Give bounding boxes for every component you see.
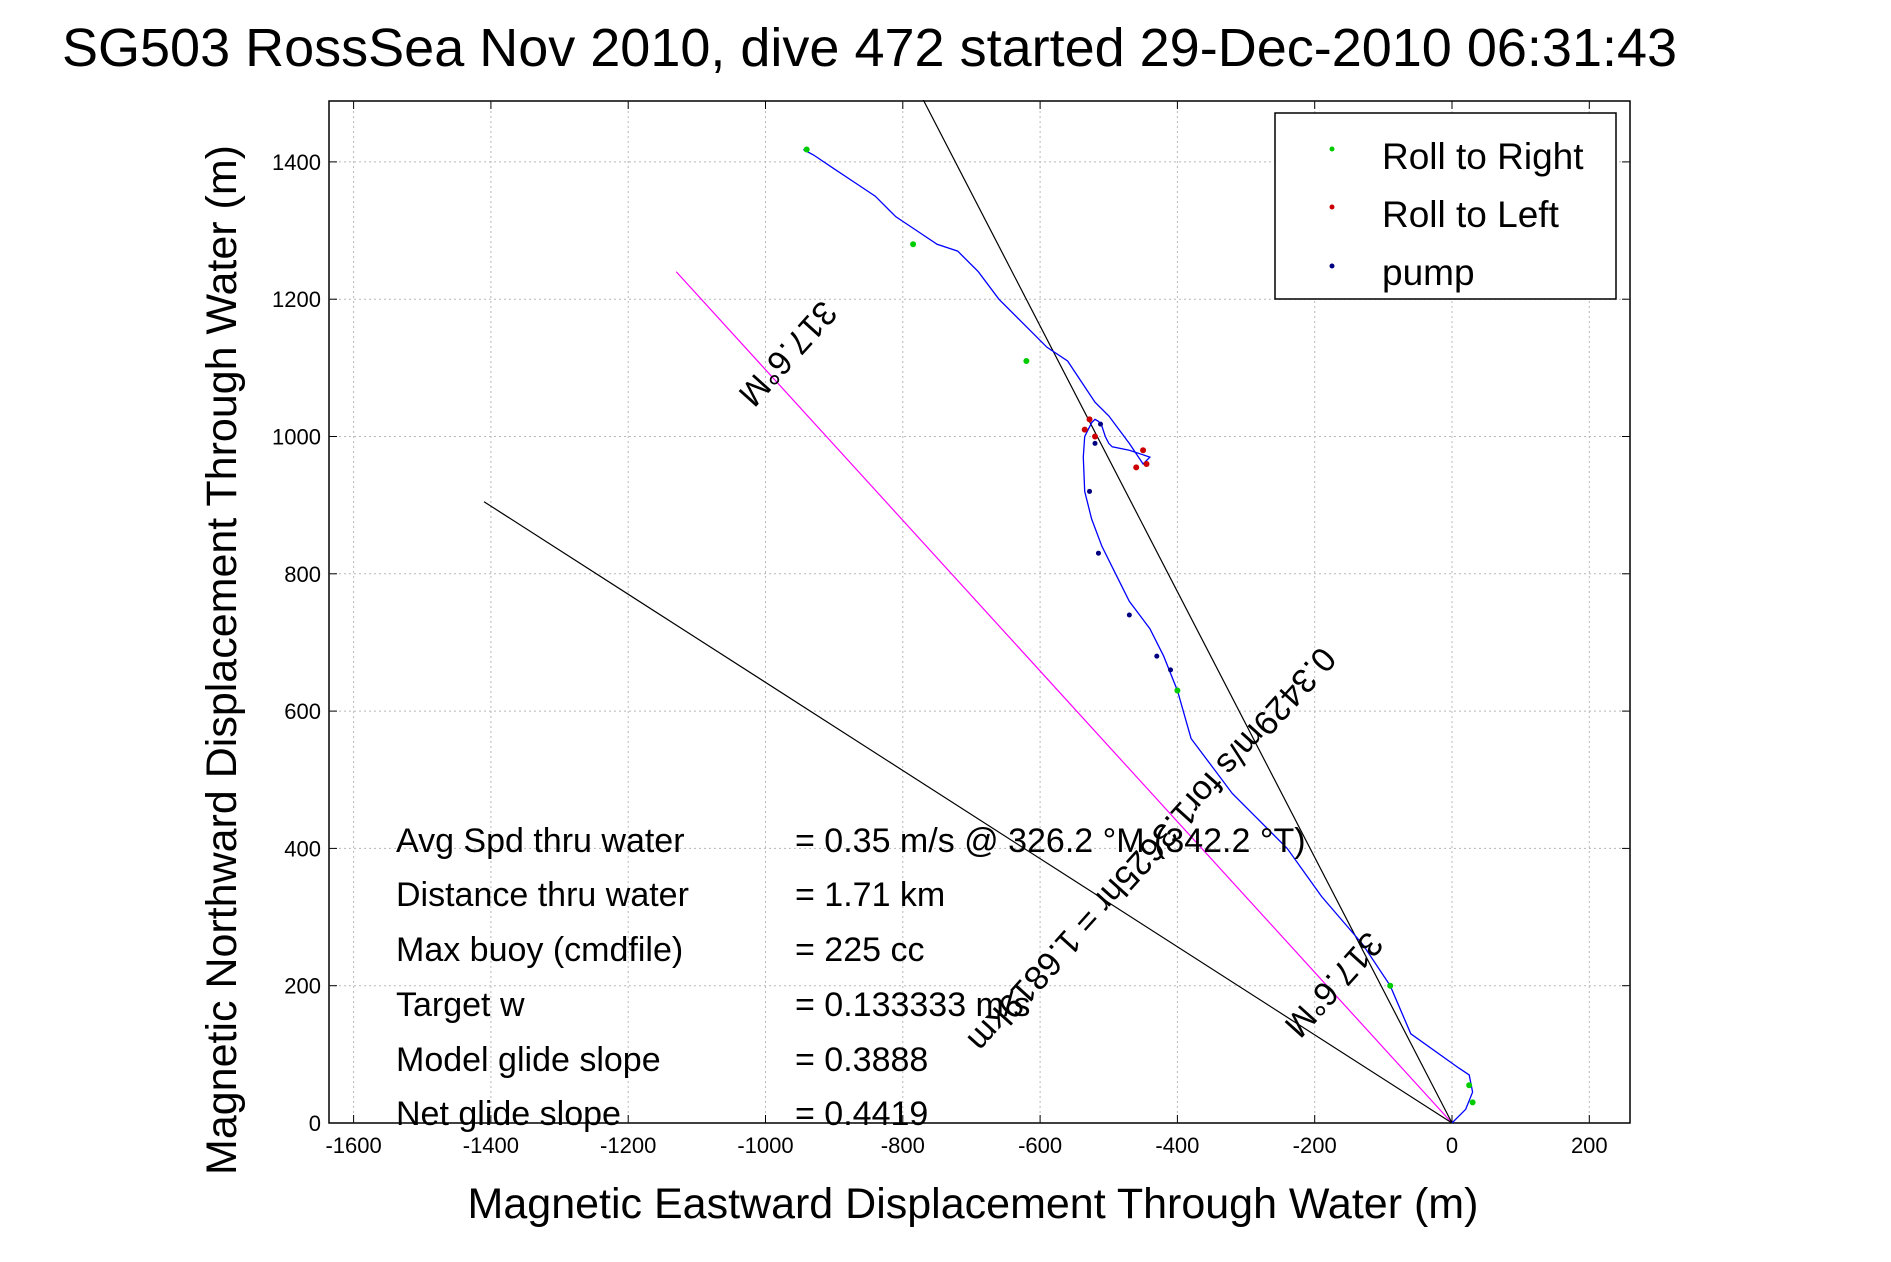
- y-axis-label: Magnetic Northward Displacement Through …: [198, 145, 246, 1175]
- stat-value: = 225 cc: [795, 931, 924, 969]
- stat-value: = 1.71 km: [795, 876, 945, 914]
- y-tick-label: 0: [309, 1111, 321, 1136]
- x-tick-label: -1400: [463, 1133, 519, 1158]
- roll-left-point: [1133, 464, 1140, 471]
- pump-point: [1154, 653, 1160, 659]
- legend-label-roll-left: Roll to Left: [1382, 194, 1560, 235]
- black-line-2: [922, 99, 1453, 1124]
- roll-right-point: [1387, 982, 1394, 989]
- roll-left-point: [1086, 416, 1093, 423]
- heading-line: [675, 271, 1453, 1124]
- stat-value: = 0.4419: [795, 1095, 928, 1133]
- stat-value: = 0.35 m/s @ 326.2 °M (342.2 °T): [795, 822, 1306, 860]
- legend-marker-pump: [1329, 263, 1335, 269]
- y-tick-label: 400: [284, 836, 321, 861]
- x-tick-label: -1200: [600, 1133, 656, 1158]
- pump-point: [1092, 440, 1098, 446]
- y-tick-label: 1200: [272, 287, 321, 312]
- roll-right-point: [1469, 1099, 1476, 1106]
- x-tick-label: -400: [1155, 1133, 1199, 1158]
- roll-right-point: [1174, 687, 1181, 694]
- x-tick-label: -600: [1018, 1133, 1062, 1158]
- stat-value: = 0.3888: [795, 1041, 928, 1079]
- x-tick-label: -800: [881, 1133, 925, 1158]
- legend-marker-roll-right: [1329, 146, 1335, 152]
- stat-label: Net glide slope: [396, 1095, 621, 1133]
- pump-point: [1168, 667, 1174, 673]
- y-tick-label: 1000: [272, 425, 321, 450]
- stat-label: Max buoy (cmdfile): [396, 931, 683, 969]
- x-tick-label: -1000: [737, 1133, 793, 1158]
- x-tick-label: 200: [1571, 1133, 1608, 1158]
- x-tick-label: -200: [1293, 1133, 1337, 1158]
- pump-point: [1098, 421, 1104, 427]
- roll-right-point: [1466, 1082, 1473, 1089]
- roll-left-point: [1092, 433, 1099, 440]
- stat-value: = 0.133333 m/s: [795, 986, 1030, 1024]
- roll-right-point: [1023, 357, 1030, 364]
- chart-title: SG503 RossSea Nov 2010, dive 472 started…: [62, 18, 1677, 78]
- legend-marker-roll-left: [1329, 204, 1335, 210]
- legend-label-pump: pump: [1382, 252, 1475, 293]
- roll-left-point: [1081, 426, 1088, 433]
- x-axis-label: Magnetic Eastward Displacement Through W…: [468, 1180, 1479, 1228]
- roll-right-point: [910, 241, 917, 248]
- pump-point: [1087, 488, 1093, 494]
- stat-label: Model glide slope: [396, 1041, 661, 1079]
- pump-point: [1126, 612, 1132, 618]
- dive-track: [802, 148, 1474, 1124]
- y-tick-label: 600: [284, 699, 321, 724]
- stat-label: Avg Spd thru water: [396, 822, 685, 860]
- black-line-1: [483, 501, 1453, 1124]
- x-tick-label: 0: [1446, 1133, 1458, 1158]
- y-tick-label: 1400: [272, 150, 321, 175]
- x-tick-label: -1600: [325, 1133, 381, 1158]
- roll-left-point: [1143, 460, 1150, 467]
- stat-label: Target w: [396, 986, 525, 1024]
- legend: Roll to Right Roll to Left pump: [1274, 112, 1617, 300]
- stat-label: Distance thru water: [396, 876, 689, 914]
- stats-block: Avg Spd thru water = 0.35 m/s @ 326.2 °M…: [396, 822, 1306, 1133]
- legend-label-roll-right: Roll to Right: [1382, 136, 1584, 177]
- roll-left-point: [1140, 447, 1147, 454]
- y-tick-label: 200: [284, 974, 321, 999]
- y-tick-label: 800: [284, 562, 321, 587]
- pump-point: [1095, 550, 1101, 556]
- roll-right-point: [803, 146, 810, 153]
